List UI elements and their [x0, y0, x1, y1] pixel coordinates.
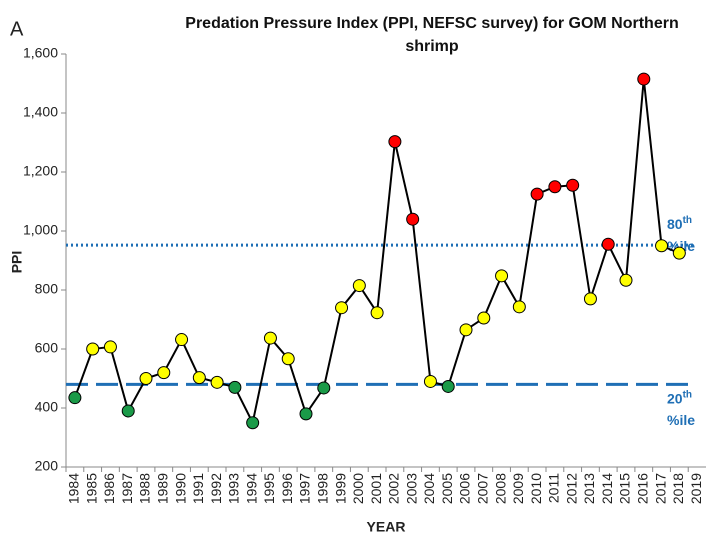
x-tick-label: 2008	[492, 473, 508, 504]
x-tick-label: 2011	[546, 473, 562, 503]
y-tick-label: 1,400	[23, 104, 58, 120]
y-axis-title: PPI	[9, 251, 25, 274]
data-point	[121, 404, 135, 418]
y-tick-label: 1,000	[23, 222, 58, 238]
data-point	[192, 371, 206, 385]
x-tick-label: 1999	[332, 473, 348, 504]
x-tick-label: 2007	[474, 473, 490, 504]
y-tick-label: 1,200	[23, 163, 58, 179]
data-point	[619, 273, 633, 287]
x-tick-label: 2002	[386, 473, 402, 504]
data-point	[68, 391, 82, 405]
data-point	[477, 311, 491, 325]
y-tick-label: 800	[35, 281, 59, 297]
reference-label: 20th	[667, 389, 692, 406]
x-tick-label: 1990	[172, 473, 188, 504]
data-point	[210, 375, 224, 389]
x-tick-label: 2010	[528, 473, 544, 504]
data-point	[583, 292, 597, 306]
x-axis-title: YEAR	[367, 519, 406, 535]
data-point	[495, 269, 509, 283]
x-tick-label: 1985	[83, 473, 99, 504]
data-point	[566, 178, 580, 192]
x-tick-label: 1993	[226, 473, 242, 504]
data-point	[175, 333, 189, 347]
y-tick-label: 600	[35, 340, 59, 356]
x-tick-label: 2013	[581, 473, 597, 504]
data-point	[548, 180, 562, 194]
reference-label-suffix: th	[683, 215, 692, 226]
data-point	[672, 246, 686, 260]
x-tick-label: 2003	[403, 473, 419, 504]
data-point	[299, 407, 313, 421]
data-point	[459, 323, 473, 337]
x-tick-label: 2018	[670, 473, 686, 504]
data-point	[157, 366, 171, 380]
x-tick-label: 2009	[510, 473, 526, 504]
data-point	[103, 340, 117, 354]
x-tick-label: 2015	[617, 473, 633, 504]
data-point	[139, 372, 153, 385]
x-tick-label: 1992	[208, 473, 224, 504]
x-tick-label: 1994	[243, 473, 259, 504]
x-tick-label: 2014	[599, 473, 615, 504]
data-point	[246, 416, 260, 430]
x-tick-label: 2004	[421, 473, 437, 504]
x-tick-label: 2012	[563, 473, 579, 504]
reference-label-suffix: th	[683, 389, 692, 400]
x-tick-label: 2016	[634, 473, 650, 504]
reference-label-number: 20	[667, 390, 683, 406]
y-tick-label: 200	[35, 458, 59, 474]
data-point	[370, 306, 384, 320]
x-tick-label: 2000	[350, 473, 366, 504]
data-point	[530, 187, 544, 201]
x-tick-label: 1988	[137, 473, 153, 504]
x-tick-label: 1984	[66, 473, 82, 504]
data-point	[317, 381, 331, 395]
reference-label-number: 80	[667, 216, 683, 232]
x-tick-label: 1996	[279, 473, 295, 504]
reference-label: 80th	[667, 215, 692, 232]
data-point	[423, 374, 437, 388]
x-tick-label: 2005	[439, 473, 455, 504]
data-point	[228, 380, 242, 394]
data-point	[352, 279, 366, 293]
panel-label: A	[10, 18, 24, 40]
x-tick-label: 2006	[457, 473, 473, 504]
x-tick-label: 1991	[190, 473, 206, 504]
data-point	[263, 331, 277, 345]
reference-label-unit: %ile	[667, 412, 695, 428]
x-tick-label: 1998	[314, 473, 330, 504]
data-point	[441, 379, 455, 393]
x-tick-label: 1997	[297, 473, 313, 504]
data-point	[601, 237, 615, 251]
x-tick-label: 1987	[119, 473, 135, 504]
x-tick-label: 1995	[261, 473, 277, 504]
data-point	[86, 342, 100, 356]
data-point	[655, 239, 669, 253]
data-point	[637, 72, 651, 86]
data-point	[335, 301, 349, 315]
x-tick-label: 1986	[101, 473, 117, 504]
y-tick-label: 400	[35, 399, 59, 415]
data-point	[388, 135, 402, 149]
x-tick-label: 2001	[368, 473, 384, 504]
data-point	[406, 212, 420, 226]
y-tick-label: 1,600	[23, 45, 58, 61]
data-point	[281, 352, 295, 366]
chart-title: Predation Pressure Index (PPI, NEFSC sur…	[185, 15, 679, 55]
x-tick-label: 1989	[154, 473, 170, 504]
x-tick-label: 2017	[652, 473, 668, 504]
data-point	[512, 300, 526, 314]
x-tick-label: 2019	[688, 473, 704, 504]
